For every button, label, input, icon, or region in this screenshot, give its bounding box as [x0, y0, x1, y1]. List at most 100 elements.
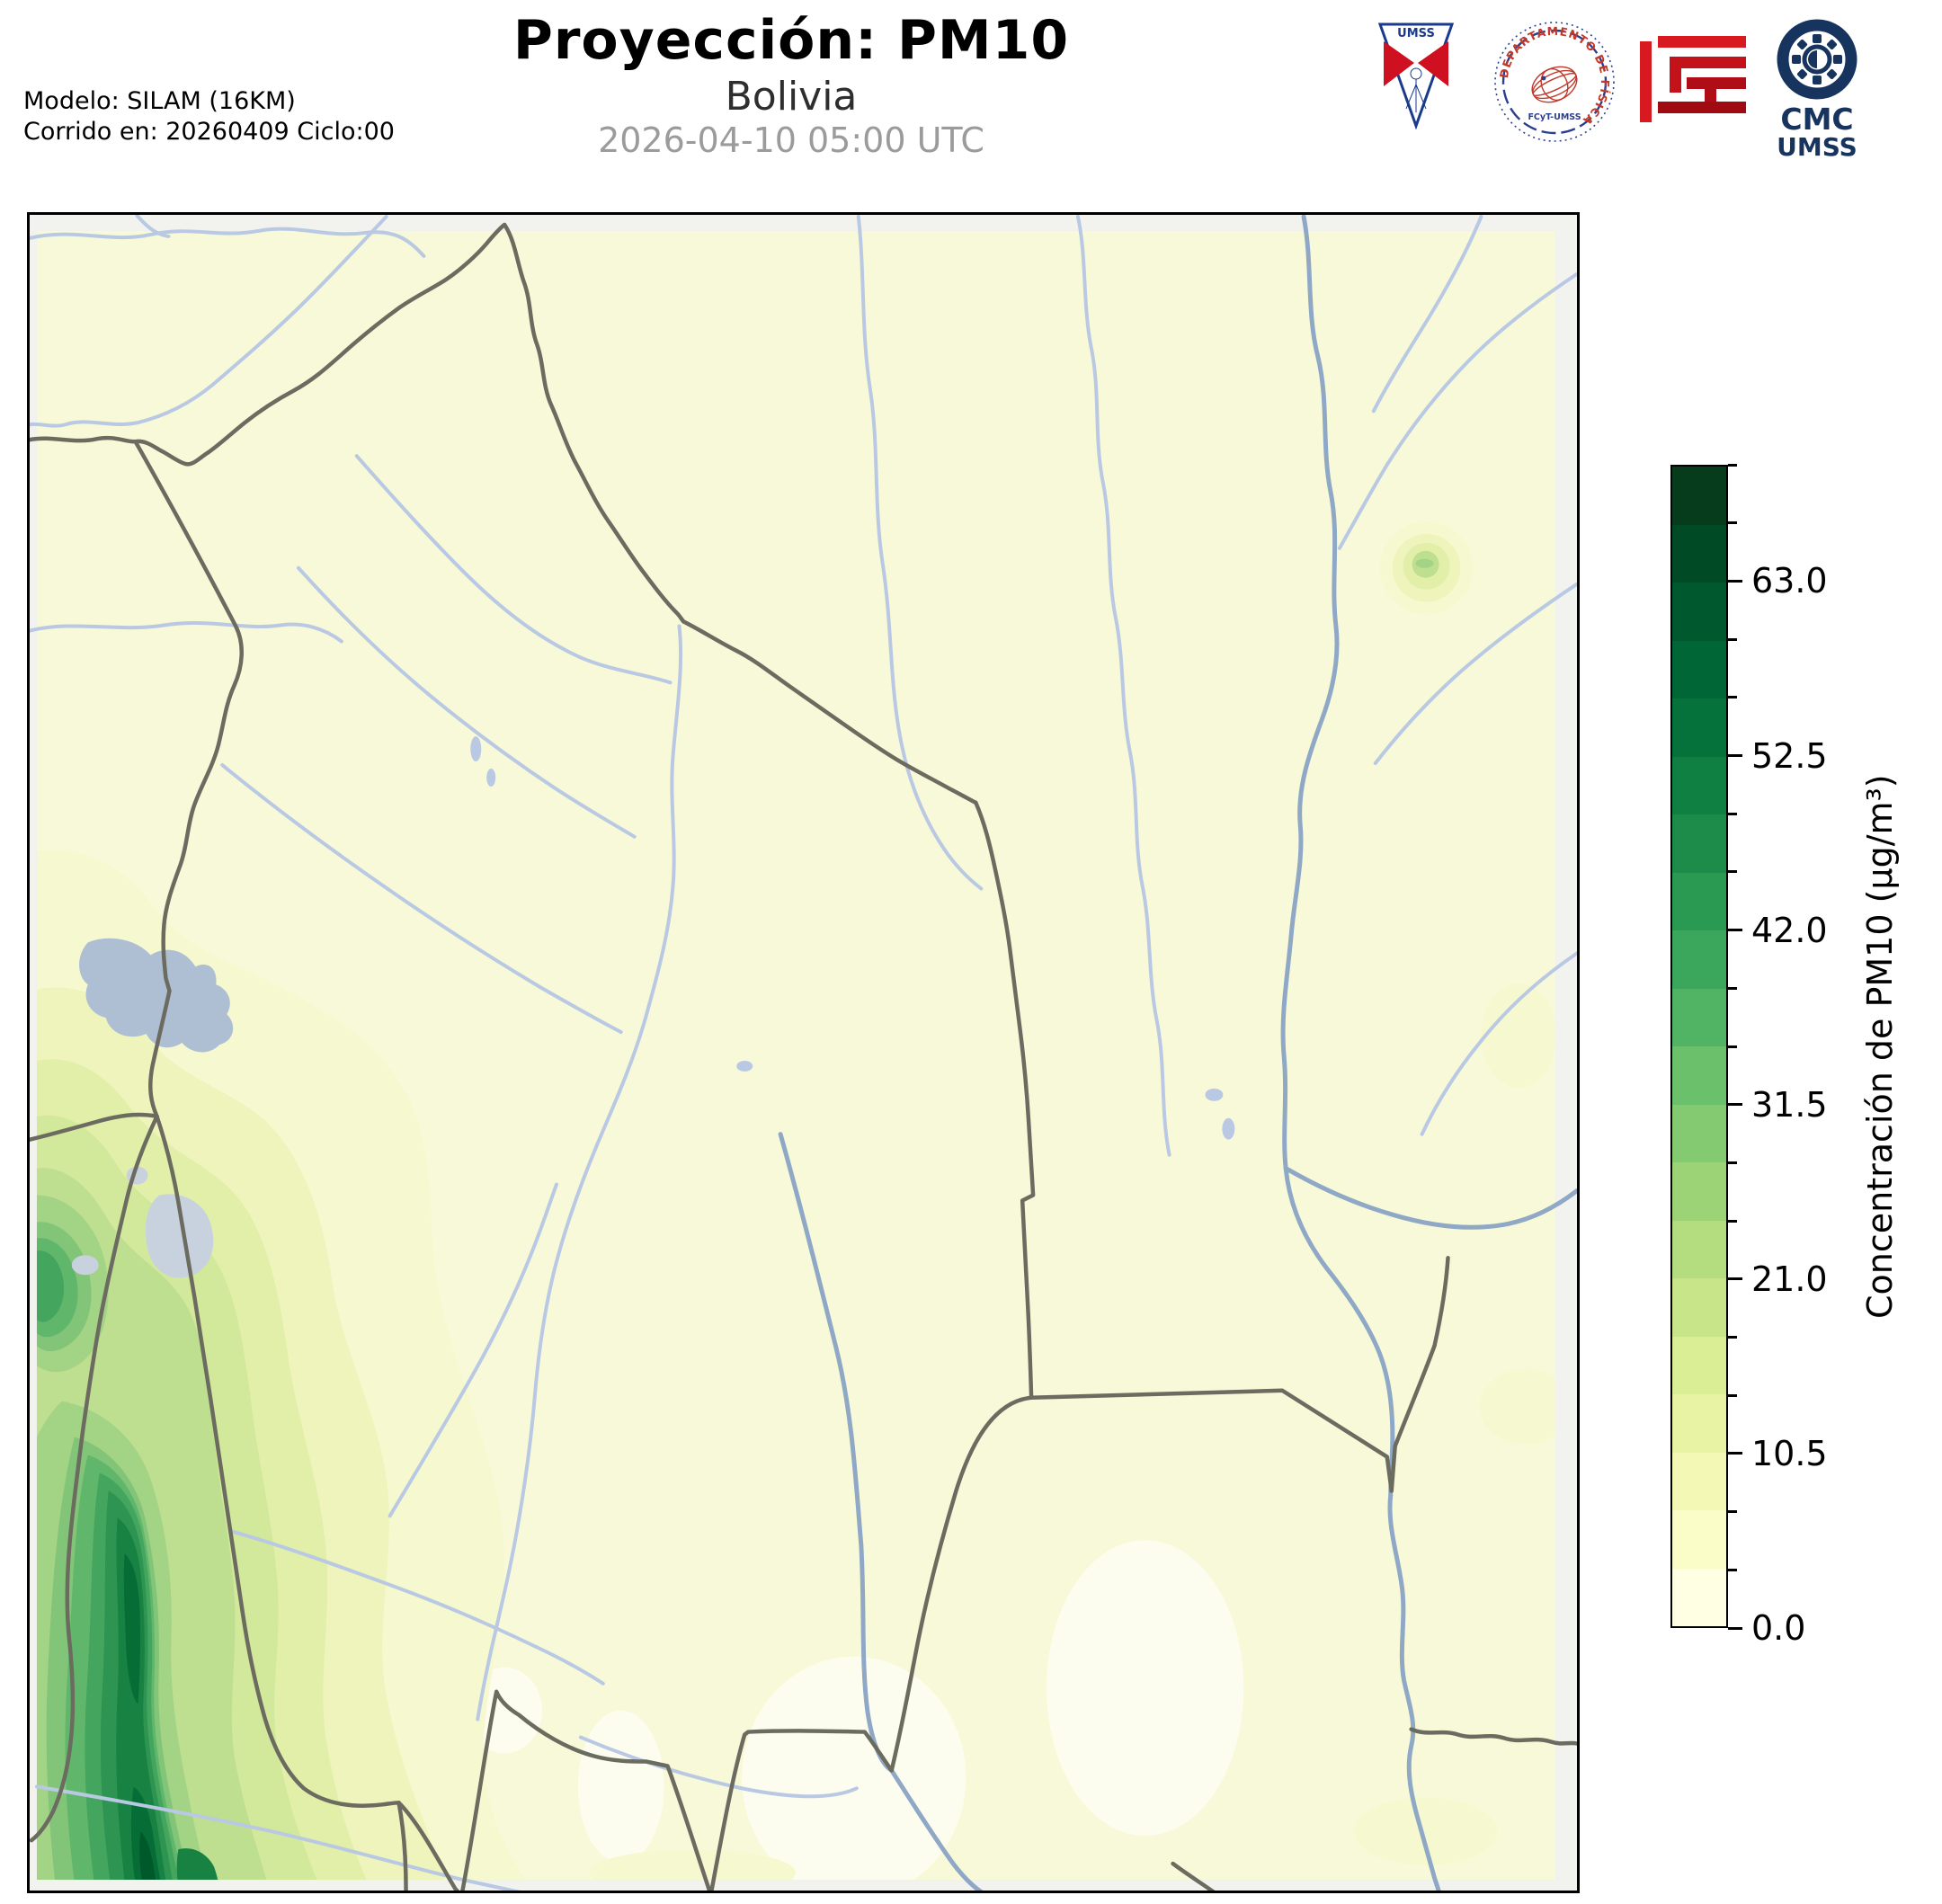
border-brazil-upper — [1432, 1256, 1450, 1348]
border-northeast-river — [502, 222, 686, 624]
colorbar-minor-tick — [1728, 812, 1737, 815]
colorbar-segment — [1672, 467, 1726, 525]
colorbar-minor-tick — [1728, 986, 1737, 990]
river-paraguay — [1387, 1492, 1441, 1891]
river-pilcomayo — [778, 1132, 984, 1891]
colorbar-segment — [1672, 640, 1726, 698]
border-paraguay-straights — [1029, 1388, 1394, 1493]
colorbar-segment — [1672, 756, 1726, 814]
colorbar-segment — [1672, 698, 1726, 757]
small-lake — [486, 769, 496, 787]
border-east-wiggly — [681, 619, 978, 805]
forecast-timestamp: 2026-04-10 05:00 UTC — [598, 120, 984, 160]
departamento-fisica-seal-logo: DEPARTAMENTO DE FÍSICA FCyT-UMSS — [1491, 18, 1618, 149]
colorbar-minor-tick — [1728, 696, 1737, 699]
colorbar-segment — [1672, 1278, 1726, 1337]
umss-pennant-logo: UMSS — [1377, 22, 1455, 133]
seal-dotted-ring-icon — [1494, 22, 1615, 142]
model-name-line: Modelo: SILAM (16KM) — [23, 87, 296, 115]
colorbar-tick-label: 42.0 — [1751, 910, 1828, 950]
river-itenez — [1280, 215, 1395, 1498]
major-rivers-layer — [778, 215, 1577, 1891]
lakes-layer — [71, 736, 1235, 1278]
colorbar-major-tick — [1728, 754, 1742, 757]
fcyt-red-logo — [1640, 36, 1746, 126]
colorbar-minor-tick — [1728, 1045, 1737, 1048]
colorbar-minor-tick — [1728, 1219, 1737, 1223]
colorbar-minor-tick — [1728, 870, 1737, 874]
small-lake — [470, 736, 482, 762]
colorbar — [1670, 465, 1728, 1628]
pm10-contour-layer — [36, 520, 1556, 1881]
pennant-label: UMSS — [1397, 27, 1435, 40]
colorbar-minor-tick — [1728, 1568, 1737, 1571]
lake-coipasa — [71, 1255, 99, 1276]
colorbar-tick-label: 63.0 — [1751, 561, 1828, 601]
map-svg — [30, 215, 1577, 1891]
seal-bottom-text: FCyT-UMSS — [1528, 112, 1581, 122]
colorbar-major-tick — [1728, 1452, 1742, 1455]
map-frame — [27, 212, 1580, 1893]
seal-scalloped-ring-icon — [1501, 29, 1608, 135]
colorbar-segment — [1672, 1336, 1726, 1394]
colorbar-segment — [1672, 814, 1726, 873]
colorbar-minor-tick — [1728, 1161, 1737, 1164]
colorbar-segment — [1672, 988, 1726, 1046]
colorbar-tick-label: 31.5 — [1751, 1084, 1828, 1125]
borders-layer — [30, 222, 1577, 1891]
border-peru — [133, 439, 244, 1119]
rivers-layer — [30, 215, 1577, 1891]
cmc-logo-title: CMC — [1780, 102, 1854, 137]
border-chile-bolivia — [155, 1114, 401, 1808]
model-run-line: Corrido en: 20260409 Ciclo:00 — [23, 118, 395, 146]
pennant-red-right-icon — [1418, 41, 1448, 86]
pennant-emblem-icon — [1405, 67, 1427, 112]
cmc-umss-logo — [1768, 16, 1866, 106]
colorbar-tick-label: 21.0 — [1751, 1259, 1828, 1299]
border-paraguay-west — [889, 1395, 1034, 1773]
colorbar-tick-label: 0.0 — [1751, 1608, 1806, 1648]
colorbar-segment — [1672, 872, 1726, 930]
model-info-block: Modelo: SILAM (16KM) Corrido en: 2026040… — [23, 86, 395, 147]
border-bottom-diagonal — [1171, 1861, 1216, 1891]
colorbar-major-tick — [1728, 1626, 1742, 1630]
river-branch-east — [1283, 1166, 1577, 1230]
colorbar-segment — [1672, 1394, 1726, 1453]
colorbar-segment — [1672, 1220, 1726, 1278]
border-paraguay-argentina — [1409, 1727, 1577, 1746]
border-chile-argentina — [396, 1801, 408, 1891]
small-lake — [736, 1060, 753, 1072]
pennant-red-left-icon — [1384, 41, 1414, 86]
border-chile-west — [30, 1114, 159, 1843]
colorbar-segment — [1672, 1568, 1726, 1626]
colorbar-minor-tick — [1728, 1393, 1737, 1397]
colorbar-segment — [1672, 1046, 1726, 1105]
colorbar-major-tick — [1728, 579, 1742, 583]
lake-poopo — [145, 1194, 214, 1278]
colorbar-segment — [1672, 524, 1726, 583]
colorbar-minor-tick — [1728, 1510, 1737, 1514]
border-peru-chile — [30, 1112, 159, 1142]
border-argentina-zigzag — [396, 1689, 894, 1891]
colorbar-segment — [1672, 1104, 1726, 1162]
fcyt-monogram-icon — [1640, 36, 1746, 122]
colorbar-segment — [1672, 1510, 1726, 1569]
small-lake — [1222, 1117, 1235, 1140]
border-brazil-segment — [1389, 1343, 1437, 1493]
small-lake — [1205, 1088, 1224, 1101]
colorbar-minor-tick — [1728, 521, 1737, 525]
colorbar-segment — [1672, 1452, 1726, 1510]
lake-titicaca — [79, 938, 234, 1053]
seal-globe-icon — [1531, 66, 1578, 103]
colorbar-tick-label: 52.5 — [1751, 735, 1828, 776]
cmc-gear-icon — [1777, 19, 1857, 100]
colorbar-segment — [1672, 1162, 1726, 1221]
colorbar-minor-tick — [1728, 1336, 1737, 1339]
colorbar-minor-tick — [1728, 637, 1737, 641]
colorbar-major-tick — [1728, 1103, 1742, 1107]
colorbar-minor-tick — [1728, 463, 1737, 467]
pm10-hotspot-contours — [1379, 520, 1474, 615]
colorbar-tick-label: 10.5 — [1751, 1433, 1828, 1473]
cmc-logo-subtitle: UMSS — [1777, 132, 1857, 162]
